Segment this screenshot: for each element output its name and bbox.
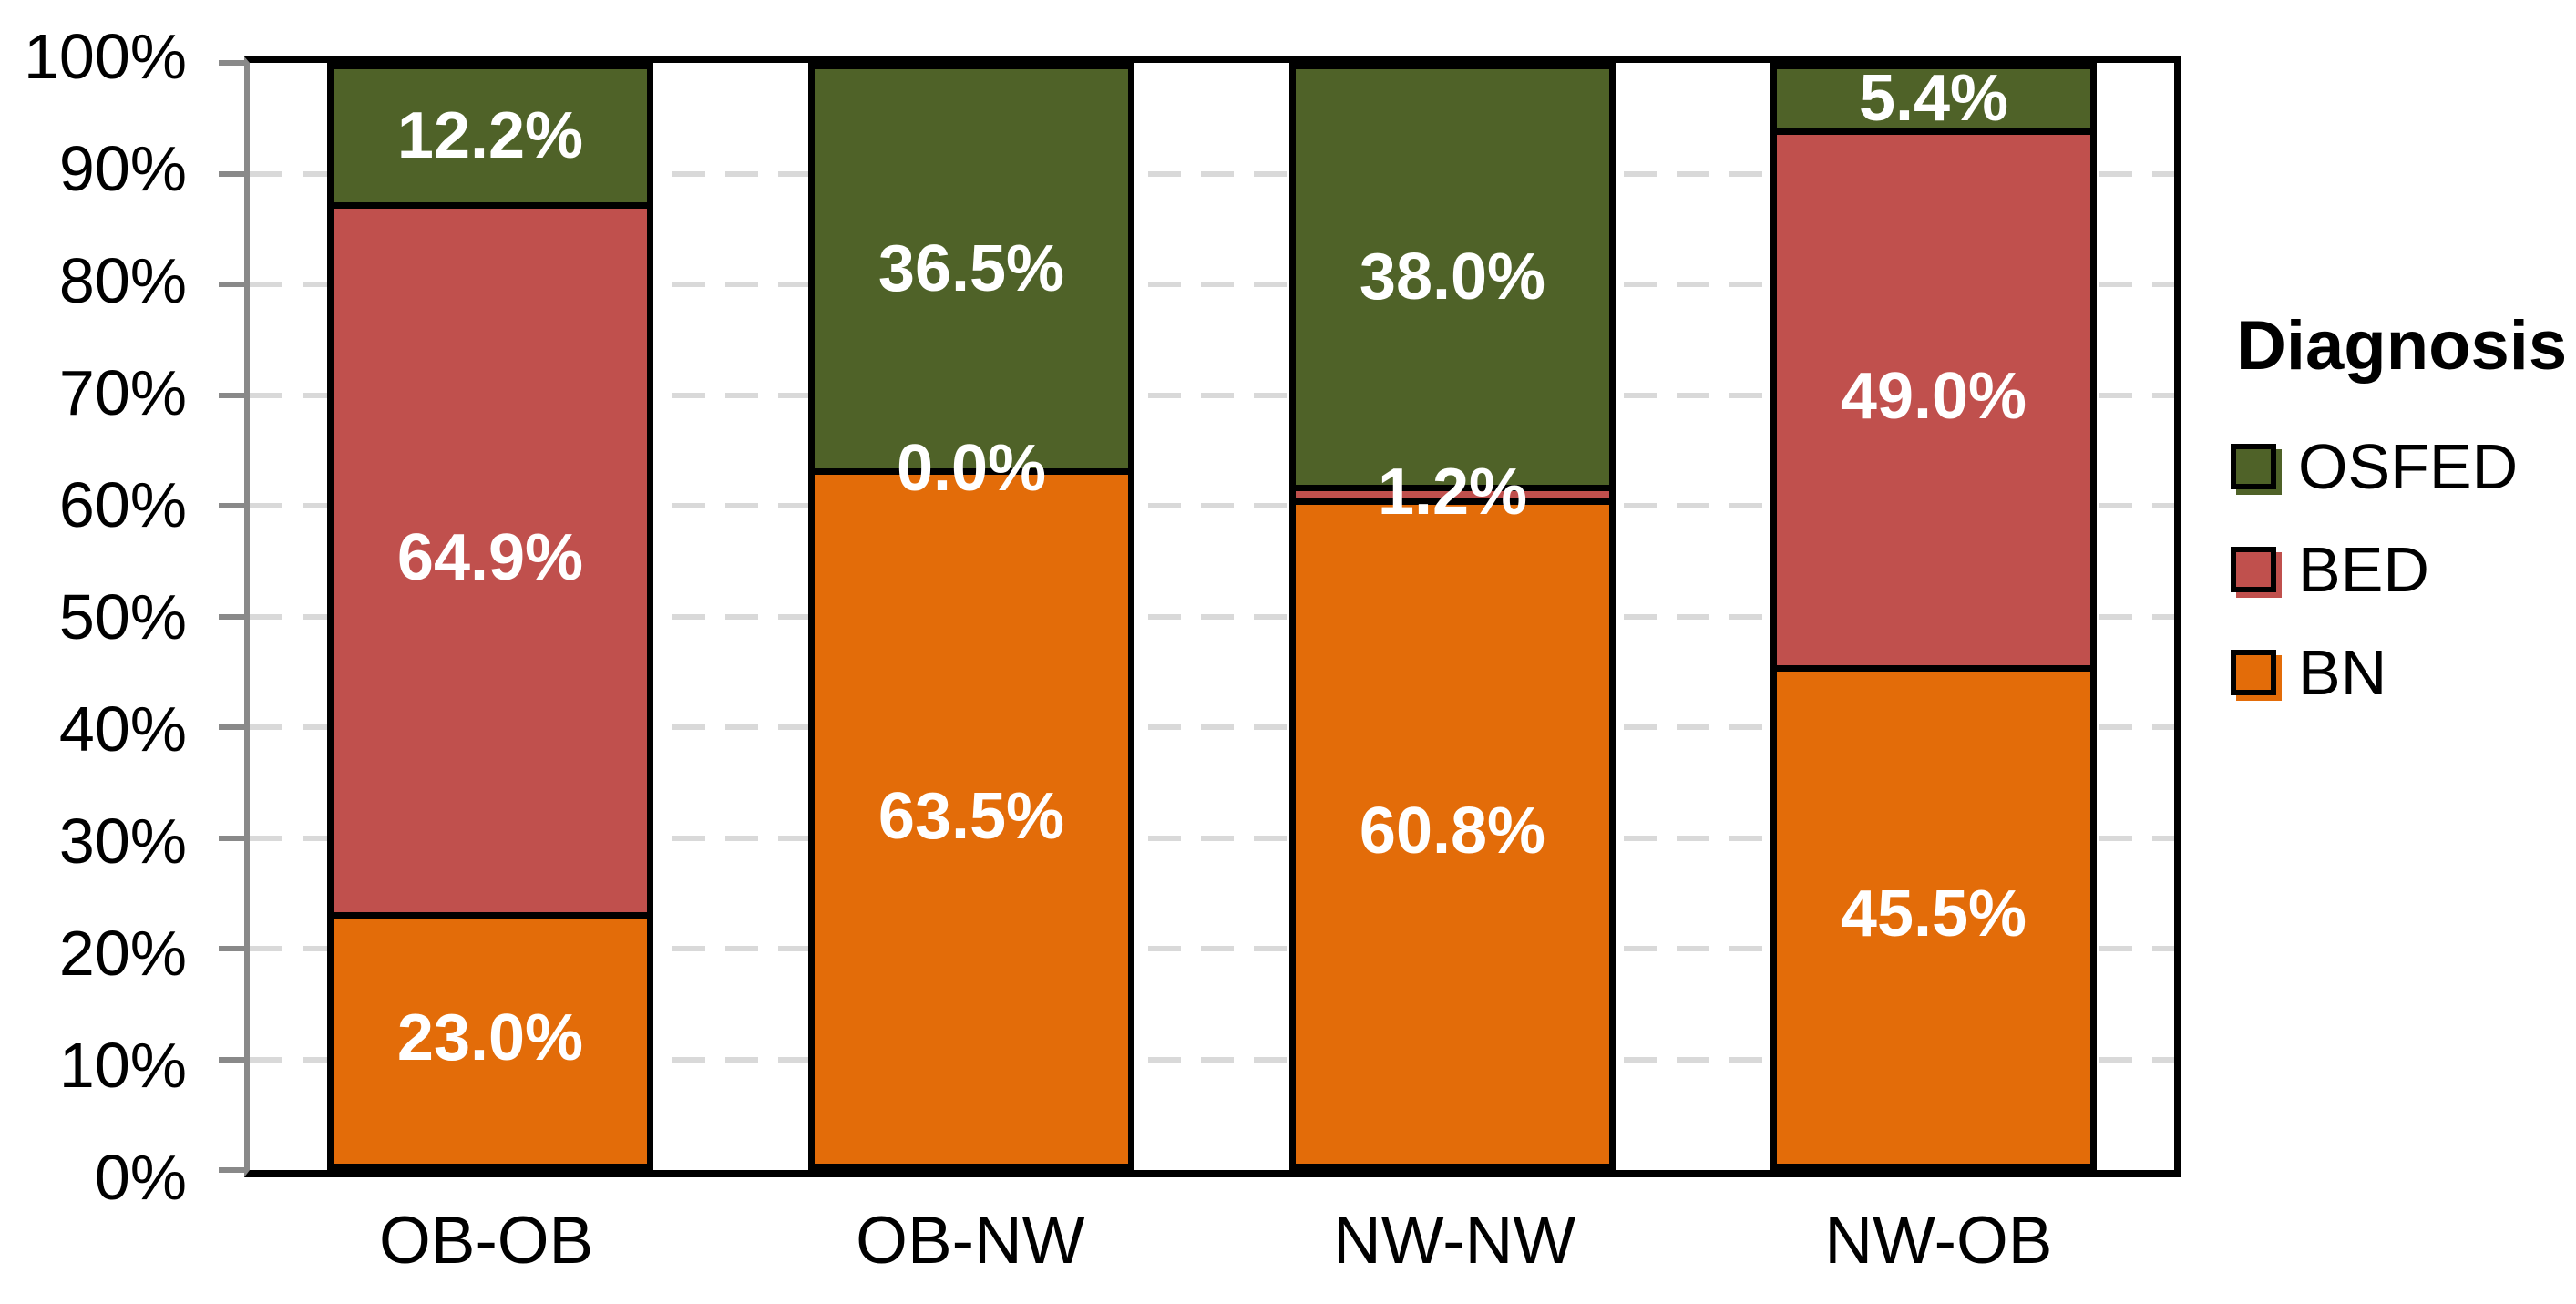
gridline (250, 724, 2174, 730)
y-axis-tick-label: 40% (58, 693, 187, 765)
data-label-osfed-nw-nw: 38.0% (1359, 241, 1546, 314)
segment-bn-nw-nw (1296, 498, 1609, 1164)
y-axis-tick (219, 1167, 244, 1173)
y-axis-tick-label: 0% (94, 1142, 187, 1213)
legend-items: OSFED BED BN (2231, 415, 2567, 724)
y-axis-tick-label: 10% (58, 1030, 187, 1101)
y-axis-tick-label: 50% (58, 581, 187, 652)
legend-item-bed: BED (2231, 518, 2567, 621)
y-axis-tick-label: 70% (58, 357, 187, 428)
segment-bed-ob-ob (334, 202, 647, 913)
y-axis-tick (219, 724, 244, 730)
data-label-osfed-ob-ob: 12.2% (396, 99, 584, 173)
x-axis-category-label-ob-nw: OB-NW (856, 1204, 1085, 1278)
y-axis-tick-label: 90% (58, 133, 187, 204)
legend-swatch-bn-icon (2231, 649, 2276, 695)
gridline (250, 613, 2174, 620)
gridline (250, 170, 2174, 177)
bar-ob-ob: 23.0% 64.9% 12.2% (327, 63, 653, 1170)
plot-area: 23.0% 64.9% 12.2% 63.5% 0.0% 36.5% 60.8% 1.2% 38… (219, 56, 2181, 1177)
data-label-bed-nw-nw: 1.2% (1377, 455, 1528, 529)
segment-osfed-ob-nw (815, 69, 1128, 469)
segment-bed-nw-nw (1296, 485, 1609, 498)
bar-nw-nw: 60.8% 1.2% 38.0% (1289, 63, 1616, 1170)
y-axis-tick (219, 503, 244, 508)
gridline (250, 392, 2174, 398)
legend: Diagnosis OSFED BED BN (2231, 306, 2567, 724)
y-axis-tick (219, 170, 244, 177)
legend-title: Diagnosis (2236, 307, 2568, 385)
gridline (250, 946, 2174, 951)
bar-ob-nw: 63.5% 0.0% 36.5% (808, 63, 1134, 1170)
gridline (250, 1056, 2174, 1063)
y-axis-tick-label: 30% (58, 806, 187, 877)
y-axis-tick-label: 60% (58, 469, 187, 540)
y-axis-tick (219, 946, 244, 951)
y-axis-tick (219, 613, 244, 620)
bars-container: 23.0% 64.9% 12.2% 63.5% 0.0% 36.5% 60.8% 1.2% 38… (250, 63, 2174, 1170)
gridlines (250, 63, 2174, 1170)
gridline (250, 282, 2174, 287)
data-label-bn-nw-nw: 60.8% (1359, 794, 1546, 868)
x-axis-category-label-ob-ob: OB-OB (378, 1204, 594, 1278)
y-axis-tick (219, 60, 244, 66)
legend-swatch-bed-icon (2231, 546, 2276, 592)
y-axis-tick (219, 392, 244, 398)
segment-osfed-nw-ob (1777, 69, 2090, 128)
segment-bn-ob-nw (815, 468, 1128, 1164)
y-axis-tick-label: 100% (23, 21, 187, 92)
bar-nw-ob: 45.5% 49.0% 5.4% (1770, 63, 2097, 1170)
legend-label-bed: BED (2298, 533, 2429, 605)
data-label-bn-nw-ob: 45.5% (1840, 878, 2027, 951)
data-label-osfed-nw-ob: 5.4% (1858, 62, 2009, 136)
segment-osfed-ob-ob (334, 69, 647, 203)
legend-label-osfed: OSFED (2298, 430, 2519, 502)
segment-bed-nw-ob (1777, 128, 2090, 665)
data-label-bn-ob-ob: 23.0% (396, 1001, 584, 1075)
legend-swatch-osfed-icon (2231, 443, 2276, 489)
y-axis-tick (219, 1056, 244, 1063)
gridline (250, 503, 2174, 508)
data-label-bed-ob-nw: 0.0% (896, 432, 1047, 506)
legend-label-bn: BN (2298, 636, 2387, 708)
x-axis-category-label-nw-nw: NW-NW (1333, 1204, 1576, 1278)
y-axis-tick-label: 20% (58, 918, 187, 989)
gridline (250, 835, 2174, 841)
x-axis-category-label-nw-ob: NW-OB (1824, 1204, 2053, 1278)
segment-bn-ob-ob (334, 912, 647, 1164)
segment-bn-nw-ob (1777, 664, 2090, 1164)
y-axis-tick-labels: 0% 10% 20% 30% 40% 50% 60% 70% 80% 90% 100% (0, 25, 187, 1209)
legend-item-bn: BN (2231, 621, 2567, 724)
y-axis-tick (219, 282, 244, 287)
data-label-bed-nw-ob: 49.0% (1840, 360, 2027, 434)
data-label-bed-ob-ob: 64.9% (396, 520, 584, 594)
data-label-osfed-ob-nw: 36.5% (877, 232, 1065, 306)
legend-item-osfed: OSFED (2231, 415, 2567, 518)
x-axis-category-labels: OB-OB OB-NW NW-NW NW-OB (244, 1204, 2181, 1278)
segment-osfed-nw-nw (1296, 69, 1609, 486)
data-label-bn-ob-nw: 63.5% (877, 779, 1065, 853)
y-axis-tick (219, 835, 244, 841)
y-axis-tick-label: 80% (58, 245, 187, 316)
